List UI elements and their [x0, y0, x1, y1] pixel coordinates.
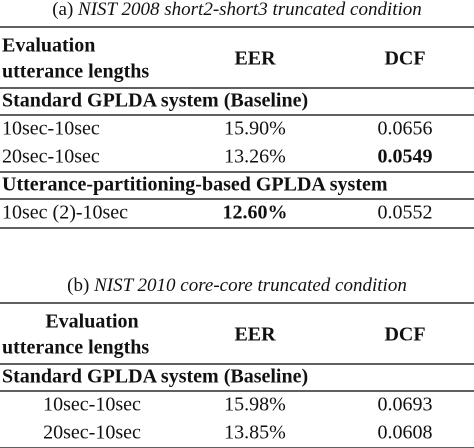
cell: 13.85% — [224, 422, 286, 444]
section-title: Standard GPLDA system (Baseline) — [2, 366, 308, 388]
header-cell: EER — [234, 48, 276, 70]
cell: 20sec-10sec — [2, 146, 100, 168]
caption-label: (b) — [67, 275, 89, 296]
caption: (b) NIST 2010 core-core truncated condit… — [67, 275, 407, 296]
cell: 0.0552 — [378, 202, 433, 224]
section-title: Standard GPLDA system (Baseline) — [2, 90, 308, 112]
header-cell: utterance lengths — [2, 61, 149, 83]
cell: 10sec-10sec — [2, 118, 100, 140]
cell: 20sec-10sec — [43, 422, 141, 444]
caption-label: (a) — [52, 0, 73, 20]
cell: 15.90% — [224, 118, 286, 140]
cell: 0.0549 — [378, 146, 433, 168]
section-title: Utterance-partitioning-based GPLDA syste… — [2, 174, 388, 196]
cell: 15.98% — [224, 394, 286, 416]
header-cell: Evaluation — [2, 35, 95, 57]
cell: 13.26% — [224, 146, 286, 168]
cell: 10sec (2)-10sec — [2, 202, 128, 224]
header-cell: EER — [234, 324, 276, 346]
caption-text: NIST 2008 short2-short3 truncated condit… — [77, 0, 422, 20]
cell: 0.0693 — [378, 394, 433, 416]
cell: 10sec-10sec — [43, 394, 141, 416]
caption: (a) NIST 2008 short2-short3 truncated co… — [52, 0, 422, 20]
header-cell: Evaluation — [45, 311, 138, 333]
header-cell: DCF — [384, 48, 425, 70]
header-cell: utterance lengths — [2, 337, 149, 359]
cell: 0.0608 — [378, 422, 433, 444]
cell: 0.0656 — [378, 118, 433, 140]
header-cell: DCF — [384, 324, 425, 346]
caption-text: NIST 2010 core-core truncated condition — [93, 275, 407, 296]
cell: 12.60% — [223, 202, 288, 224]
